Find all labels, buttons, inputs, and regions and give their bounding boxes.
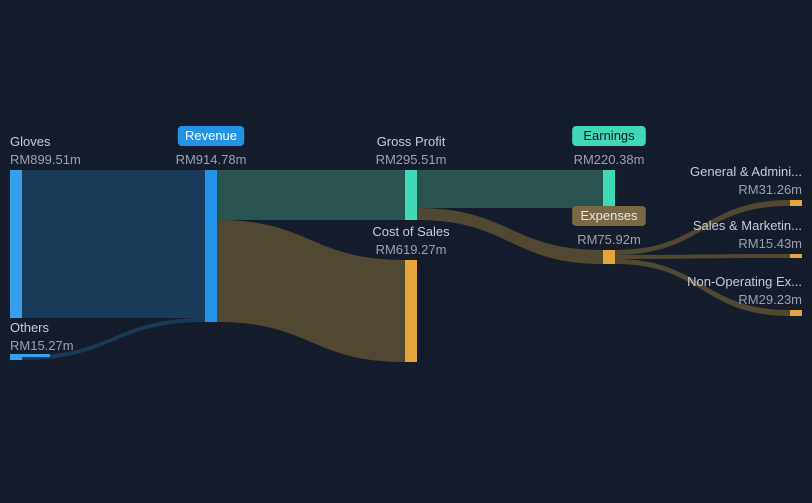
- node-label-cos: Cost of Sales: [372, 224, 450, 239]
- node-label-expenses: Expenses: [580, 208, 638, 223]
- node-revenue: [205, 170, 217, 322]
- link-gross-earnings: [417, 170, 603, 208]
- link-gloves-revenue: [22, 170, 205, 318]
- node-value-cos: RM619.27m: [376, 242, 447, 257]
- node-ga: [790, 200, 802, 206]
- node-label-sm: Sales & Marketin...: [693, 218, 802, 233]
- node-cos: [405, 260, 417, 362]
- node-label-gloves: Gloves: [10, 134, 51, 149]
- node-earnings: [603, 170, 615, 208]
- sankey-chart: Gloves RM899.51m Others RM15.27m Revenue RM91…: [0, 0, 812, 503]
- node-expenses: [603, 250, 615, 264]
- node-gross: [405, 170, 417, 220]
- node-label-gross: Gross Profit: [377, 134, 446, 149]
- node-value-noe: RM29.23m: [738, 292, 802, 307]
- node-label-ga: General & Admini...: [690, 164, 802, 179]
- node-value-revenue: RM914.78m: [176, 152, 247, 167]
- node-value-expenses: RM75.92m: [577, 232, 641, 247]
- node-label-noe: Non-Operating Ex...: [687, 274, 802, 289]
- node-label-revenue: Revenue: [185, 128, 237, 143]
- node-noe: [790, 310, 802, 316]
- node-label-others: Others: [10, 320, 50, 335]
- node-value-ga: RM31.26m: [738, 182, 802, 197]
- node-value-gross: RM295.51m: [376, 152, 447, 167]
- node-value-earnings: RM220.38m: [574, 152, 645, 167]
- link-expenses-sm: [615, 254, 790, 259]
- node-value-sm: RM15.43m: [738, 236, 802, 251]
- underline-others: [10, 354, 50, 357]
- node-gloves: [10, 170, 22, 318]
- node-value-gloves: RM899.51m: [10, 152, 81, 167]
- node-label-earnings: Earnings: [583, 128, 635, 143]
- node-value-others: RM15.27m: [10, 338, 74, 353]
- link-revenue-gross: [217, 170, 405, 220]
- node-sm: [790, 254, 802, 258]
